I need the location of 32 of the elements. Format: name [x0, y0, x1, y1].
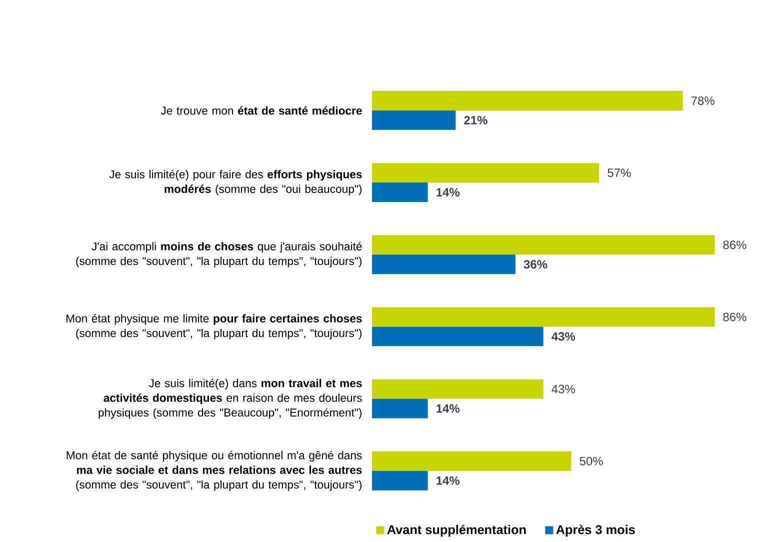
bar	[372, 307, 715, 327]
data-label: 36%	[524, 260, 548, 269]
bar	[372, 254, 516, 274]
category-label: Je suis limité(e) pour faire des efforts physiques modérés (somme des "oui beaucoup")	[109, 170, 362, 196]
bar	[372, 398, 428, 418]
data-label: 14%	[436, 188, 460, 196]
legend-label: Avant supplémentation	[387, 524, 526, 537]
bar	[372, 235, 715, 255]
category-label: Je suis limité(e) dans mon travail et mes activités domestiques en raison de mes douleurs physiques (somme des "Beaucoup", "Enormément")	[98, 378, 362, 419]
y-tick-label: J'ai accompli moins de choses que j'aurais souhaité (somme des "souvent", "la plupart du temps", "toujours")	[76, 242, 362, 268]
data-label: 50%	[580, 456, 603, 466]
bar	[372, 110, 456, 130]
data-label: 21%	[464, 116, 488, 124]
bar	[372, 163, 600, 183]
y-tick-label: Mon état de santé physique ou émotionnel m'a gêné dans ma vie sociale et dans mes relations avec les autres (somme des "souvent", "la plupart du temps", "toujours")	[66, 450, 362, 491]
data-label: 86%	[723, 312, 746, 322]
bar	[372, 182, 428, 202]
bar	[372, 451, 572, 471]
data-label: 14%	[436, 404, 460, 413]
data-label: 78%	[691, 96, 714, 105]
bar	[372, 90, 683, 110]
y-tick-label: Mon état physique me limite pour faire certaines choses (somme des "souvent", "la plupart du temps", "toujours")	[66, 314, 362, 340]
data-label: 43%	[552, 332, 576, 341]
bar	[372, 470, 428, 490]
data-label: 57%	[608, 168, 631, 178]
y-tick-label: Je trouve mon état de santé médiocre	[160, 106, 362, 115]
data-label: 14%	[436, 476, 460, 485]
data-label: 86%	[723, 240, 746, 250]
bar	[372, 326, 544, 346]
data-label: 43%	[552, 384, 575, 394]
bar	[372, 379, 544, 399]
legend-label: Après 3 mois	[556, 524, 635, 537]
